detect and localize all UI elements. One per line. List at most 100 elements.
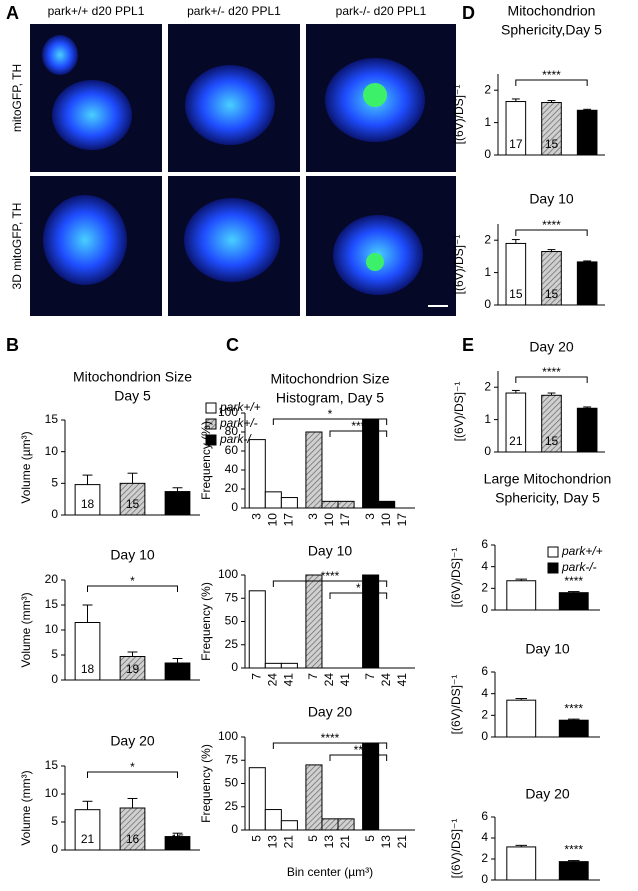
legend-label: park+/- (219, 416, 258, 430)
bar (362, 574, 380, 669)
panel-label: D (462, 3, 475, 23)
y-tick-label: 20 (225, 481, 239, 495)
n-label: 18 (81, 497, 95, 511)
y-tick-label: 5 (51, 476, 58, 490)
y-tick-label: 0 (51, 507, 58, 521)
bar (280, 497, 298, 509)
y-axis-label: [(6V)/DS]⁻¹ (452, 85, 466, 145)
micrographs (30, 24, 456, 316)
y-tick-label: 80 (225, 424, 239, 438)
neuron (43, 195, 127, 285)
y-tick-label: 6 (481, 809, 488, 823)
x-tick-label: 17 (395, 513, 409, 527)
chart-title: Day 20 (110, 733, 155, 749)
row-label: 3D mitoGFP, TH (10, 203, 24, 290)
bar (264, 662, 282, 669)
chart-title: Mitochondrion Size (73, 369, 192, 385)
y-tick-label: 100 (218, 729, 238, 743)
y-tick-label: 1 (484, 412, 491, 426)
y-tick-label: 0 (484, 297, 491, 311)
neuron (185, 65, 275, 145)
bar (280, 820, 298, 831)
significance: **** (564, 843, 583, 857)
y-axis-label: Volume (mm³) (19, 592, 33, 667)
x-tick-label: 17 (338, 513, 352, 527)
y-tick-label: 0 (484, 147, 491, 161)
significance-bracket (329, 430, 388, 437)
legend-label: park-/- (561, 560, 597, 574)
bar (378, 500, 396, 509)
y-tick-label: 2 (484, 379, 491, 393)
mitochondrion (366, 253, 384, 271)
n-label: 15 (509, 287, 523, 301)
chart-title: Day 10 (110, 547, 155, 563)
significance-bracket (515, 79, 588, 86)
y-tick-label: 5 (51, 647, 58, 661)
x-tick-label: 5 (306, 835, 320, 842)
column-header: park+/- d20 PPL1 (187, 4, 281, 18)
y-tick-label: 0 (231, 660, 238, 674)
x-tick-label: 41 (395, 673, 409, 687)
bar (321, 500, 339, 509)
y-tick-label: 100 (218, 567, 238, 581)
y-tick-label: 15 (45, 597, 59, 611)
bar (74, 809, 101, 851)
y-tick-label: 10 (45, 444, 59, 458)
significance: * (130, 574, 135, 588)
panel-label: A (6, 3, 19, 23)
significance-bracket (329, 754, 388, 761)
n-label: 16 (126, 832, 140, 846)
y-tick-label: 15 (45, 758, 59, 772)
y-tick-label: 4 (481, 686, 488, 700)
n-label: 15 (545, 287, 559, 301)
n-label: 15 (171, 832, 185, 846)
y-axis-label: [(6V)/DS]⁻¹ (449, 819, 463, 879)
y-axis-label: [(6V)/DS]⁻¹ (452, 235, 466, 295)
n-label: 15 (545, 137, 559, 151)
neuron (52, 80, 132, 150)
x-tick-label: 41 (338, 673, 352, 687)
x-tick-label: 3 (249, 513, 263, 520)
significance-bracket (272, 580, 388, 587)
n-label: 15 (580, 137, 594, 151)
x-tick-label: 24 (266, 673, 280, 687)
y-tick-label: 2 (481, 581, 488, 595)
y-tick-label: 6 (481, 537, 488, 551)
significance: * (130, 760, 135, 774)
x-tick-label: 24 (322, 673, 336, 687)
x-tick-label: 41 (282, 673, 296, 687)
panel-label: C (226, 335, 239, 355)
legend-label: park-/- (219, 432, 255, 446)
significance-bracket (329, 592, 388, 599)
bar (248, 590, 266, 669)
significance: **** (564, 574, 583, 588)
mitochondrion (363, 83, 387, 107)
y-tick-label: 4 (481, 559, 488, 573)
significance: ** (354, 743, 364, 757)
x-tick-label: 5 (363, 835, 377, 842)
n-label: 17 (171, 662, 185, 676)
y-tick-label: 2 (481, 851, 488, 865)
y-tick-label: 0 (481, 729, 488, 743)
bar (280, 662, 298, 669)
chart-title: Day 20 (529, 339, 574, 355)
y-tick-label: 75 (225, 590, 239, 604)
x-tick-label: 10 (266, 513, 280, 527)
legend-label: park+/+ (561, 544, 603, 558)
legend-swatch (547, 546, 559, 558)
bar (558, 861, 589, 881)
y-tick-label: 25 (225, 637, 239, 651)
panel-label: E (462, 335, 474, 355)
x-tick-label: 13 (379, 835, 393, 849)
y-tick-label: 0 (231, 822, 238, 836)
bar (248, 439, 266, 509)
y-axis-label: [(6V)/DS]⁻¹ (449, 675, 463, 735)
x-tick-label: 24 (379, 673, 393, 687)
x-tick-label: 7 (363, 673, 377, 680)
x-tick-label: 7 (306, 673, 320, 680)
legend-swatch (205, 402, 217, 414)
y-tick-label: 50 (225, 614, 239, 628)
chart-title: Mitochondrion Size (270, 371, 389, 387)
chart-title: Day 20 (525, 786, 570, 802)
